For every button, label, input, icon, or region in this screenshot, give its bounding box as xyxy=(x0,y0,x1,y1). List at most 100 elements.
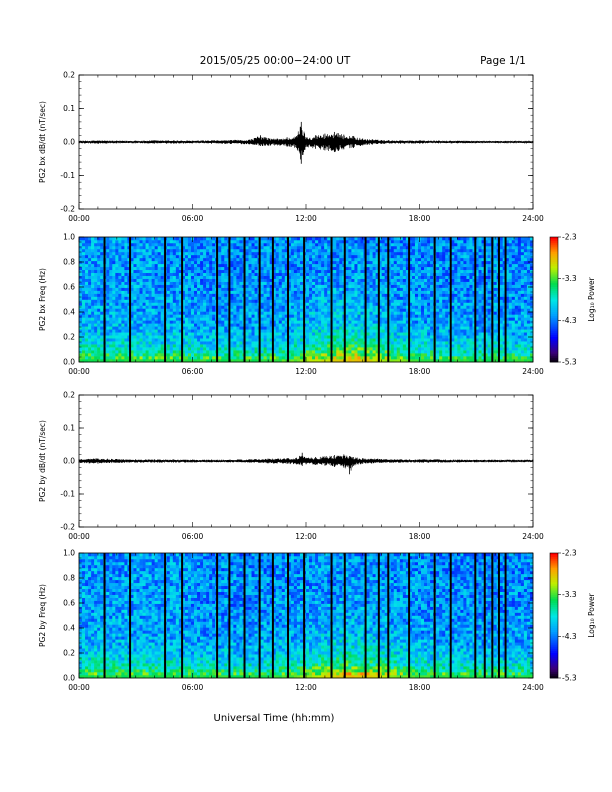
heatmap-cell xyxy=(260,290,264,294)
heatmap-cell xyxy=(296,338,301,342)
heatmap-cell xyxy=(82,344,86,348)
heatmap-cell xyxy=(396,317,401,321)
heatmap-cell xyxy=(417,338,422,342)
heatmap-cell xyxy=(369,320,373,324)
heatmap-cell xyxy=(417,266,422,271)
heatmap-cell xyxy=(278,338,283,342)
heatmap-cell xyxy=(100,254,104,259)
heatmap-cell xyxy=(88,338,92,342)
heatmap-cell xyxy=(218,344,222,348)
heatmap-cell xyxy=(187,329,192,333)
heatmap-cell xyxy=(178,338,183,342)
heatmap-cell xyxy=(281,293,286,297)
heatmap-cell xyxy=(263,263,267,268)
heatmap-cell xyxy=(169,329,174,333)
heatmap-cell xyxy=(142,290,146,294)
heatmap-cell xyxy=(411,237,416,241)
heatmap-cell xyxy=(324,314,328,318)
heatmap-cell xyxy=(109,296,113,300)
heatmap-cell xyxy=(85,281,89,285)
heatmap-cell xyxy=(230,287,234,291)
heatmap-cell xyxy=(91,299,95,303)
heatmap-cell xyxy=(312,305,316,309)
heatmap-cell xyxy=(181,287,186,291)
heatmap-cell xyxy=(312,242,316,247)
heatmap-cell xyxy=(121,254,125,259)
heatmap-cell xyxy=(293,260,298,265)
heatmap-cell xyxy=(421,287,425,291)
heatmap-cell xyxy=(245,278,249,282)
heatmap-cell xyxy=(136,245,140,250)
heatmap-cell xyxy=(290,323,295,327)
heatmap-cell xyxy=(154,239,158,244)
heatmap-cell xyxy=(399,299,404,303)
heatmap-cell xyxy=(91,239,95,244)
heatmap-cell xyxy=(91,296,95,300)
heatmap-cell xyxy=(178,284,183,288)
heatmap-cell xyxy=(278,290,283,294)
heatmap-cell xyxy=(136,356,140,360)
heatmap-cell xyxy=(218,257,222,262)
heatmap-cell xyxy=(154,344,158,348)
heatmap-cell xyxy=(100,293,104,297)
heatmap-cell xyxy=(309,269,313,274)
heatmap-cell xyxy=(94,245,98,250)
heatmap-cell xyxy=(312,344,316,348)
heatmap-cell xyxy=(251,299,255,303)
heatmap-cell xyxy=(375,308,379,312)
heatmap-cell xyxy=(94,305,98,309)
heatmap-cell xyxy=(345,356,349,360)
heatmap-cell xyxy=(160,323,165,327)
heatmap-cell xyxy=(287,344,292,348)
heatmap-cell xyxy=(312,341,316,345)
heatmap-cell xyxy=(200,302,204,306)
heatmap-cell xyxy=(209,335,213,339)
heatmap-cell xyxy=(142,266,146,271)
heatmap-cell xyxy=(327,359,331,363)
heatmap-cell xyxy=(79,299,83,303)
heatmap-cell xyxy=(296,353,301,357)
heatmap-cell xyxy=(293,338,298,342)
heatmap-cell xyxy=(145,353,149,357)
heatmap-cell xyxy=(278,353,283,357)
heatmap-cell xyxy=(100,260,104,265)
heatmap-cell xyxy=(145,245,149,250)
heatmap-cell xyxy=(115,332,119,336)
heatmap-cell xyxy=(190,266,195,271)
heatmap-cell xyxy=(381,314,385,318)
heatmap-cell xyxy=(408,254,413,259)
heatmap-cell xyxy=(178,305,183,309)
heatmap-cell xyxy=(106,338,110,342)
heatmap-cell xyxy=(293,237,298,241)
heatmap-cell xyxy=(387,296,392,300)
heatmap-cell xyxy=(133,254,137,259)
heatmap-cell xyxy=(387,314,392,318)
heatmap-cell xyxy=(284,332,289,336)
heatmap-cell xyxy=(321,338,325,342)
heatmap-cell xyxy=(309,347,313,351)
heatmap-cell xyxy=(157,305,162,309)
heatmap-cell xyxy=(278,269,283,274)
heatmap-cell xyxy=(112,338,116,342)
heatmap-cell xyxy=(139,347,143,351)
heatmap-cell xyxy=(190,335,195,339)
heatmap-cell xyxy=(133,308,137,312)
heatmap-cell xyxy=(366,359,370,363)
heatmap-cell xyxy=(381,311,385,315)
heatmap-cell xyxy=(427,356,431,360)
heatmap-cell xyxy=(118,284,122,288)
heatmap-cell xyxy=(421,237,425,241)
heatmap-cell xyxy=(339,347,343,351)
heatmap-cell xyxy=(139,314,143,318)
heatmap-cell xyxy=(118,269,122,274)
heatmap-cell xyxy=(245,263,249,268)
heatmap-cell xyxy=(354,266,358,271)
heatmap-cell xyxy=(318,317,322,321)
heatmap-cell xyxy=(345,320,349,324)
heatmap-cell xyxy=(309,254,313,259)
heatmap-cell xyxy=(97,311,101,315)
heatmap-cell xyxy=(275,272,280,276)
heatmap-cell xyxy=(405,344,410,348)
heatmap-cell xyxy=(251,314,255,318)
heatmap-cell xyxy=(109,239,113,244)
